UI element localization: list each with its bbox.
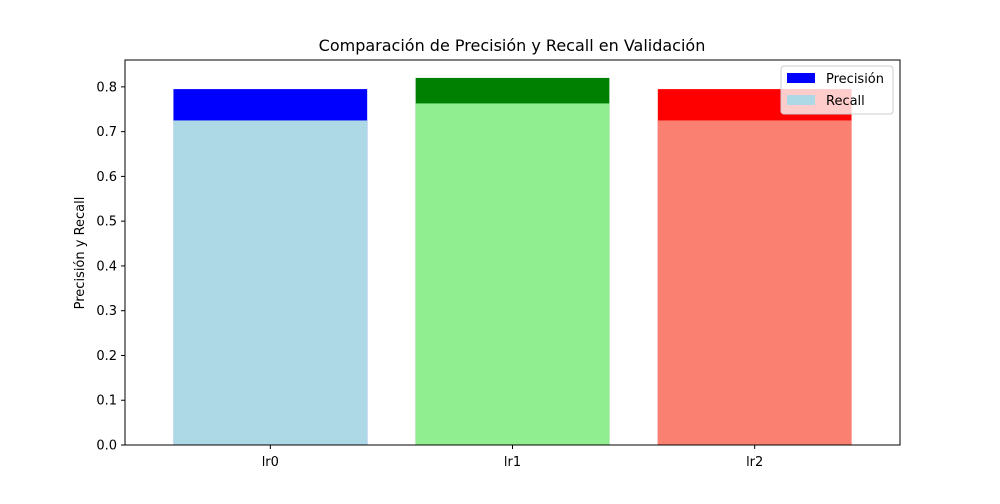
x-tick-label: lr2 [746, 455, 763, 470]
y-tick-label: 0.4 [96, 259, 117, 274]
bar-recall-lr1 [415, 103, 610, 446]
bar-recall-lr0 [173, 120, 368, 446]
bars-layer [173, 77, 852, 446]
legend-label-precisión: Precisión [826, 72, 884, 87]
y-axis-label: Precisión y Recall [73, 197, 88, 310]
x-tick-label: lr1 [504, 455, 521, 470]
x-tick-label: lr0 [262, 455, 279, 470]
axes-layer: 0.0 0.1 0.2 0.3 0.4 0.5 0.6 0.7 0.8 lr0 lr1 lr2 [96, 59, 901, 470]
y-tick-label: 0.2 [96, 349, 117, 364]
y-tick-label: 0.1 [96, 394, 117, 409]
y-tick-label: 0.7 [96, 125, 117, 140]
y-tick-label: 0.3 [96, 304, 117, 319]
y-tick-label: 0.8 [96, 80, 117, 95]
bar-recall-lr2 [657, 120, 852, 446]
legend-swatch-precisión [787, 73, 815, 83]
legend: Precisión Recall [780, 65, 894, 115]
y-tick-label: 0.0 [96, 439, 117, 454]
y-tick-label: 0.6 [96, 170, 117, 185]
legend-swatch-recall [787, 95, 815, 105]
chart-title: Comparación de Precisión y Recall en Val… [319, 36, 706, 55]
legend-label-recall: Recall [826, 94, 865, 109]
y-tick-label: 0.5 [96, 215, 117, 230]
